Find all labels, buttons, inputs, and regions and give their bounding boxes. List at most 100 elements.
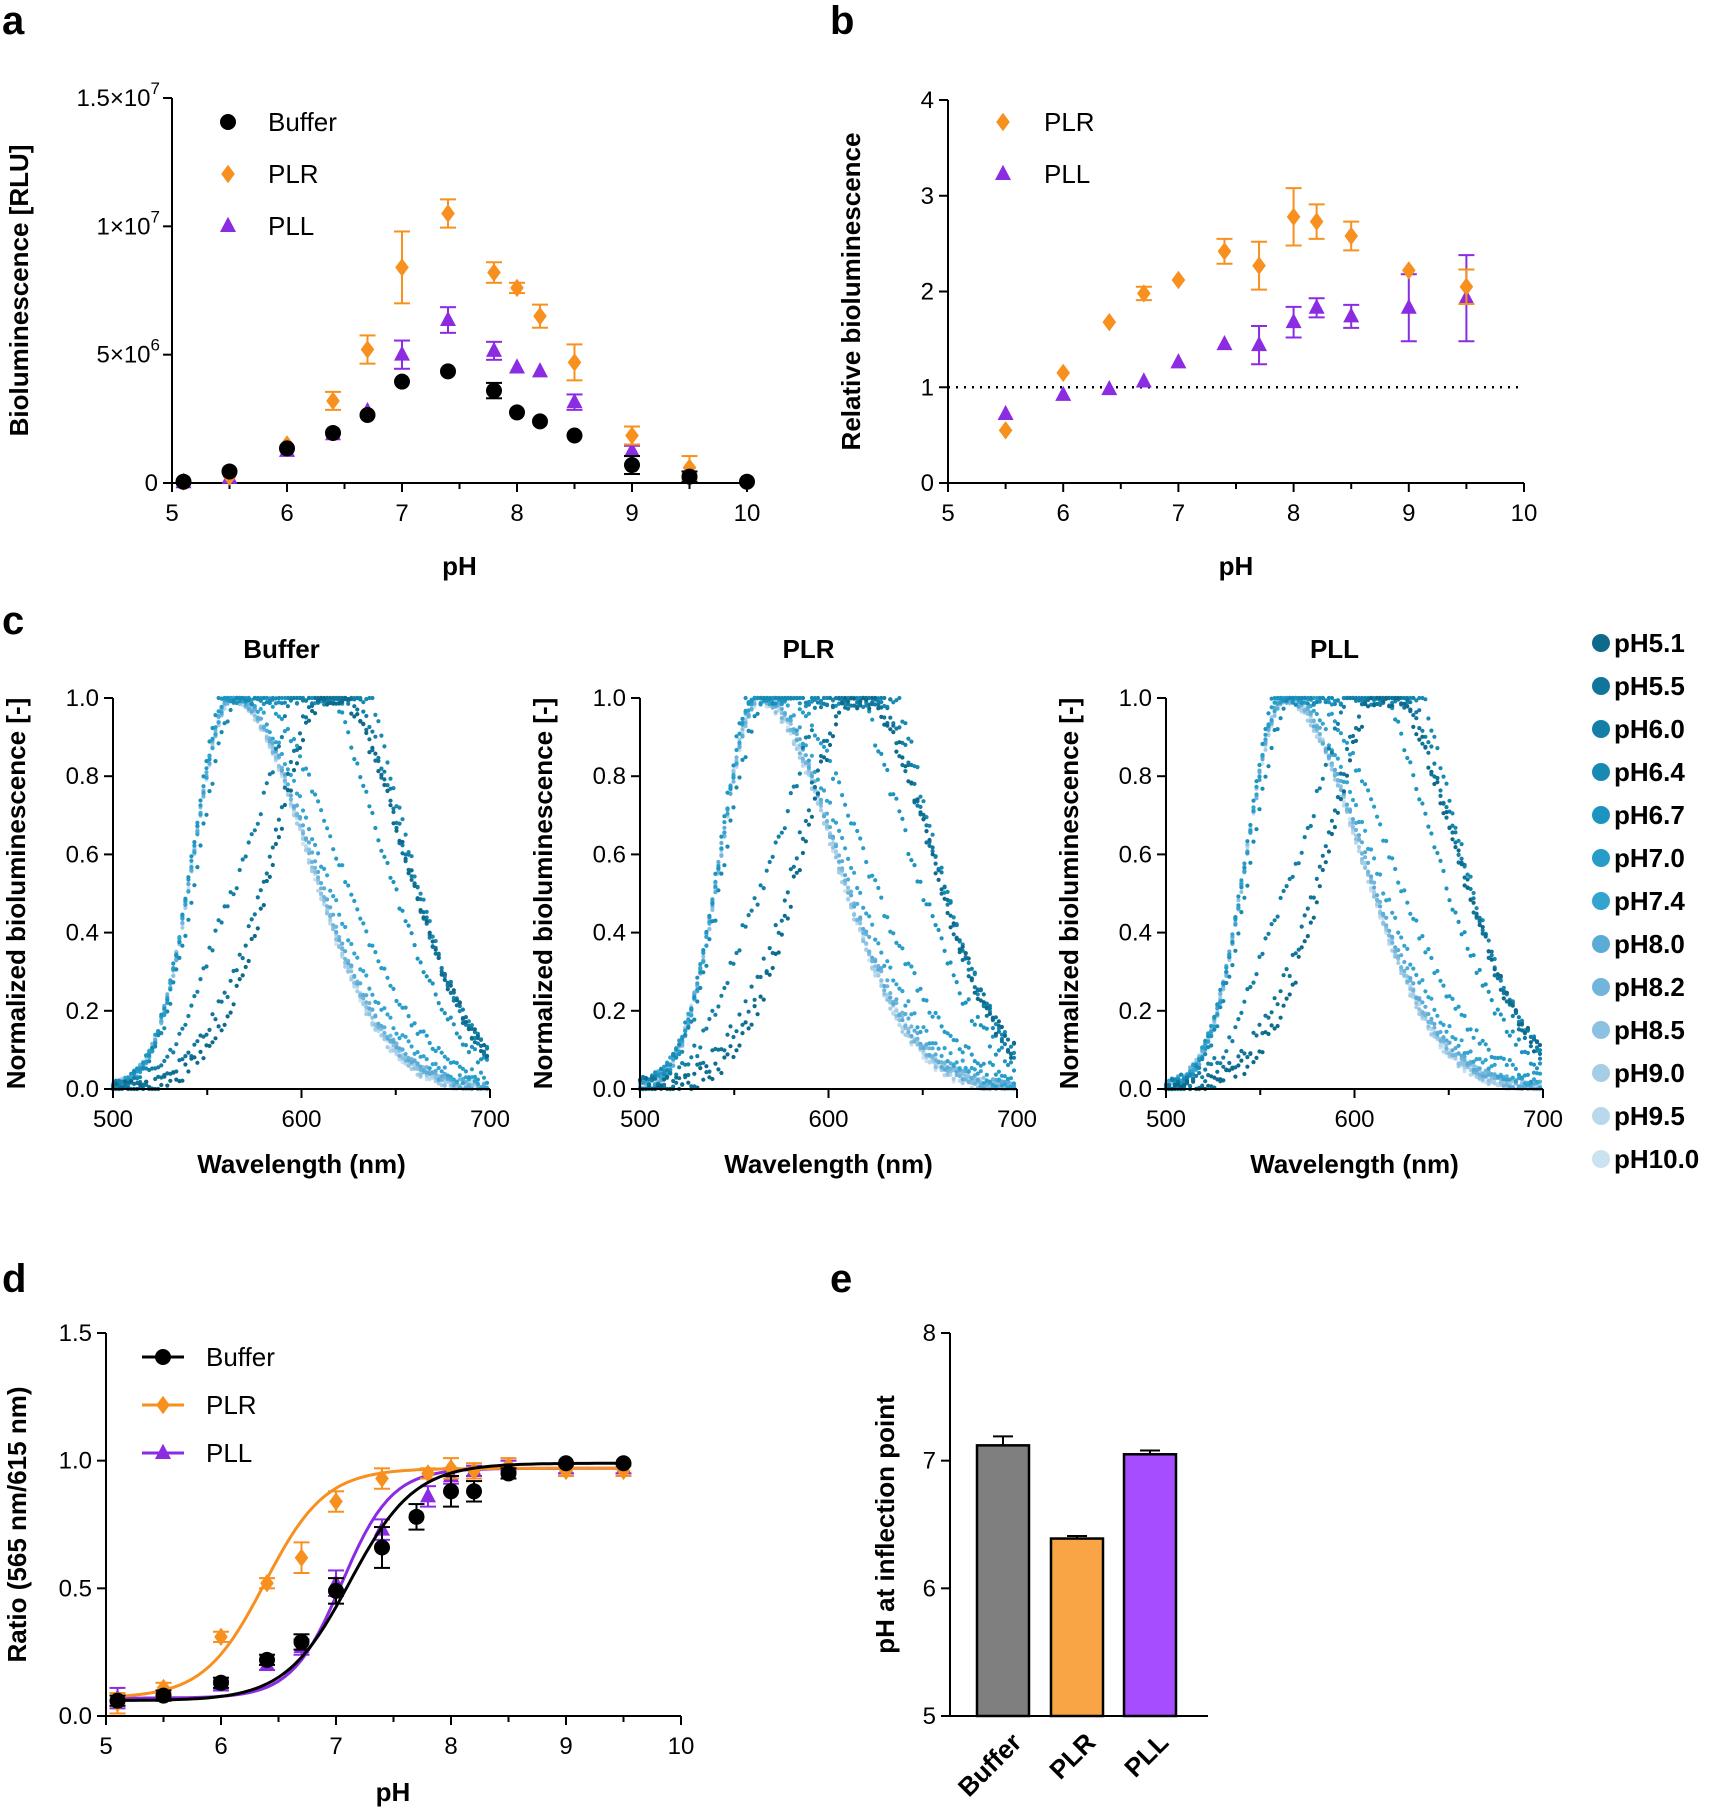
chart-c-spectrum-point [210, 1012, 215, 1017]
chart-a-point-buffer [175, 473, 192, 490]
chart-c-spectrum-point [833, 820, 839, 825]
chart-c-spectrum-point [1338, 764, 1343, 770]
chart-c-spectrum-point [246, 706, 251, 711]
chart-c-spectrum-point [960, 1077, 965, 1082]
chart-c-spectrum-point [448, 1074, 453, 1079]
chart-c-spectrum-point [770, 854, 775, 860]
chart-c-spectrum-point [113, 1082, 119, 1087]
chart-c-spectrum-point [689, 1055, 694, 1060]
chart-c-spectrum-point [349, 977, 354, 982]
chart-c-spectrum-point [740, 757, 745, 763]
chart-b-x-axis-title: pH [1219, 551, 1254, 581]
chart-c-spectrum-point [249, 917, 254, 922]
chart-c-spectrum-point [355, 712, 360, 717]
chart-c-spectrum-point [879, 983, 884, 989]
chart-c-spectrum-point [210, 746, 215, 751]
chart-b-x-tick-label: 6 [1057, 500, 1070, 527]
chart-c-spectrum-point [764, 695, 769, 701]
chart-c-spectrum-point [761, 886, 766, 891]
chart-c-spectrum-point [192, 850, 197, 855]
chart-c-spectrum-point [683, 1062, 688, 1067]
chart-c-spectrum-point [216, 1024, 221, 1029]
chart-c-spectrum-point [1453, 1046, 1458, 1051]
chart-c-spectrum-point [1408, 911, 1413, 916]
chart-c-spectrum-point [379, 772, 384, 778]
chart-c-spectrum-point [716, 888, 721, 893]
chart-c-spectrum-point [815, 791, 821, 796]
chart-c-spectrum-point [1005, 1049, 1011, 1054]
chart-c-spectrum-point [713, 918, 718, 923]
chart-c-spectrum-point [734, 734, 739, 739]
chart-c-spectrum-point [415, 1061, 420, 1066]
chart-c-spectrum-point [990, 1026, 996, 1031]
chart-a-point-buffer [566, 427, 583, 444]
chart-c-spectrum-point [361, 783, 366, 789]
chart-c-spectrum-point [1263, 737, 1268, 742]
chart-c-spectrum-point [364, 929, 369, 934]
chart-c-spectrum-point [334, 930, 339, 935]
chart-c-spectrum-point [300, 808, 306, 813]
chart-c-spectrum-point [1492, 1011, 1497, 1016]
chart-c-spectrum-point [779, 716, 784, 721]
chart-c-spectrum-point [683, 1029, 688, 1034]
chart-c-spectrum-point [1429, 831, 1434, 836]
chart-c-spectrum-point [861, 846, 866, 851]
chart-a-x-tick-label: 5 [165, 500, 178, 527]
chart-c-spectrum-point [933, 1065, 938, 1070]
chart-c-spectrum-point [882, 695, 887, 701]
chart-c-y-tick-label: 1.0 [593, 685, 626, 712]
chart-c-spectrum-point [930, 852, 935, 857]
chart-c-spectrum-point [213, 759, 218, 764]
chart-c-spectrum-point [830, 734, 836, 739]
chart-c-spectrum-point [1011, 1040, 1017, 1045]
chart-c-spectrum-point [719, 871, 724, 876]
chart-c-spectrum-point [695, 1054, 700, 1059]
chart-c-spectrum-point [731, 1054, 736, 1060]
chart-c-spectrum-point [1402, 748, 1407, 753]
chart-c-spectrum-point [1350, 817, 1356, 822]
chart-c-spectrum-point [900, 816, 905, 822]
chart-c-spectrum-point [219, 730, 224, 735]
chart-c-spectrum-point [680, 1082, 685, 1087]
chart-c-spectrum-point [1417, 708, 1422, 713]
chart-c-spectrum-point [207, 1027, 212, 1032]
chart-c-spectrum-point [824, 695, 830, 701]
chart-c-spectrum-point [1338, 731, 1343, 736]
chart-c-spectrum-point [725, 811, 730, 816]
chart-c-spectrum-point [415, 1072, 420, 1077]
chart-c-spectrum-point [1308, 695, 1313, 701]
chart-c-x-tick-label: 700 [470, 1106, 510, 1133]
chart-c-spectrum-point [1426, 824, 1431, 829]
chart-c-spectrum-point [794, 870, 799, 875]
chart-c-spectrum-point [267, 730, 272, 735]
chart-c-spectrum-point [213, 728, 218, 733]
panel-letter-a: a [2, 0, 25, 43]
chart-c-spectrum-point [1501, 1017, 1506, 1022]
chart-c-spectrum-point [803, 700, 809, 705]
chart-c-spectrum-point [397, 1036, 402, 1041]
chart-c-spectrum-point [421, 1054, 426, 1059]
chart-c-spectrum-point [758, 701, 763, 706]
chart-c-spectrum-point [240, 956, 245, 961]
chart-a-point-buffer [279, 440, 295, 457]
chart-c-spectrum-point [1435, 1032, 1440, 1037]
chart-c-spectrum-point [165, 992, 170, 997]
chart-c-spectrum-point [719, 846, 724, 851]
chart-c-spectrum-point [1363, 855, 1368, 860]
chart-c-spectrum-point [367, 695, 372, 701]
chart-c-spectrum-point [758, 695, 763, 701]
chart-c-spectrum-point [668, 1062, 673, 1067]
chart-c-spectrum-point [1417, 936, 1422, 941]
chart-c-spectrum-point [1501, 985, 1506, 990]
chart-c-spectrum-point [303, 715, 309, 720]
chart-c-spectrum-point [288, 739, 293, 744]
chart-c-spectrum-point [882, 988, 887, 993]
chart-c-spectrum-point [1248, 822, 1253, 828]
chart-c-spectrum-point [415, 956, 420, 961]
chart-c-spectrum-point [707, 927, 712, 932]
chart-c-spectrum-point [1344, 740, 1350, 745]
chart-c-spectrum-point [201, 1056, 206, 1061]
chart-c-spectrum-point [367, 804, 372, 809]
chart-c-spectrum-point [752, 695, 757, 701]
chart-c-spectrum-point [1477, 1056, 1482, 1062]
